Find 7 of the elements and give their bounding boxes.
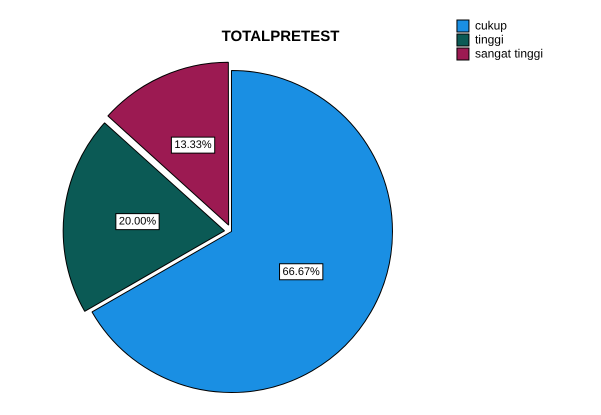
data-label: 13.33% — [174, 139, 212, 152]
legend-label: tinggi — [474, 32, 504, 46]
legend-label: cukup — [474, 18, 508, 32]
text: TOTALPRETEST — [222, 28, 340, 46]
legend-label: sangat tinggi — [474, 46, 544, 60]
data-label: 20.00% — [118, 216, 156, 228]
data-label: 66.67% — [282, 266, 320, 278]
